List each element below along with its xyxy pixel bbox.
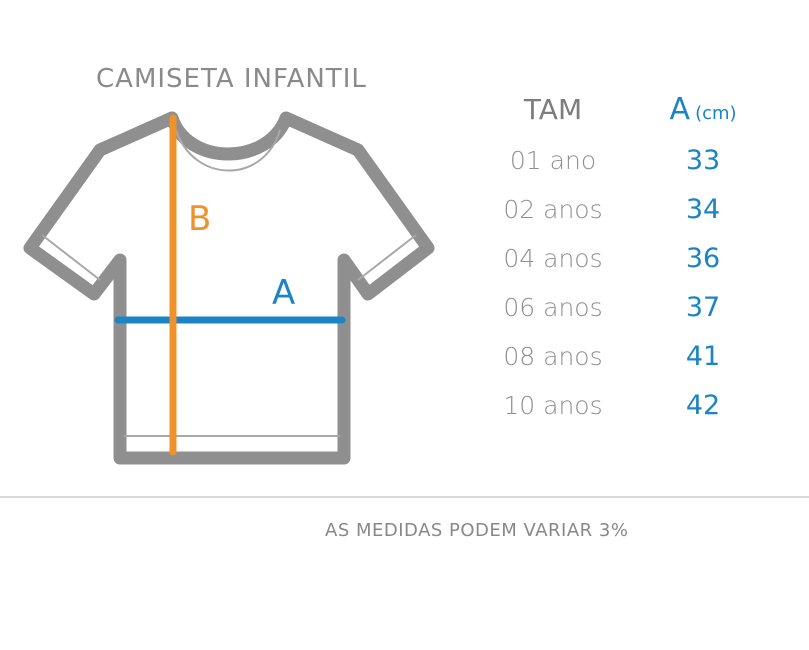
row-a-value: 34 <box>685 194 721 225</box>
size-table: TAM A (cm) 01 ano 33 02 anos 34 04 anos … <box>478 92 778 430</box>
row-size: 01 ano <box>509 146 597 175</box>
sleeve-hem-right <box>357 234 417 281</box>
collar-line <box>175 129 281 172</box>
table-row: 10 anos 42 <box>478 381 778 430</box>
table-row: 01 ano 33 <box>478 136 778 185</box>
sleeve-hem-left <box>41 234 101 281</box>
disclaimer-note: AS MEDIDAS PODEM VARIAR 3% <box>325 520 629 541</box>
header-a-letter: A <box>669 92 690 127</box>
table-row: 08 anos 41 <box>478 332 778 381</box>
table-row: 02 anos 34 <box>478 185 778 234</box>
row-size: 06 anos <box>503 293 603 322</box>
table-header: TAM A (cm) <box>478 92 778 136</box>
row-size: 02 anos <box>503 195 603 224</box>
tshirt-outline <box>23 111 435 465</box>
header-a-unit: (cm) <box>695 103 737 124</box>
page-title: CAMISETA INFANTIL <box>96 64 367 94</box>
row-a-value: 36 <box>685 243 721 274</box>
row-a-value: 42 <box>685 390 721 421</box>
divider <box>0 496 809 498</box>
row-a-value: 37 <box>685 292 721 323</box>
header-size: TAM <box>523 93 583 126</box>
row-size: 04 anos <box>503 244 603 273</box>
row-size: 10 anos <box>503 391 603 420</box>
measure-a-label: A <box>272 273 295 313</box>
tshirt-diagram: B A <box>23 111 435 465</box>
measure-b-label: B <box>188 199 211 239</box>
row-size: 08 anos <box>503 342 603 371</box>
table-row: 06 anos 37 <box>478 283 778 332</box>
header-a: A (cm) <box>628 92 778 127</box>
table-row: 04 anos 36 <box>478 234 778 283</box>
row-a-value: 41 <box>685 341 721 372</box>
row-a-value: 33 <box>685 145 721 176</box>
